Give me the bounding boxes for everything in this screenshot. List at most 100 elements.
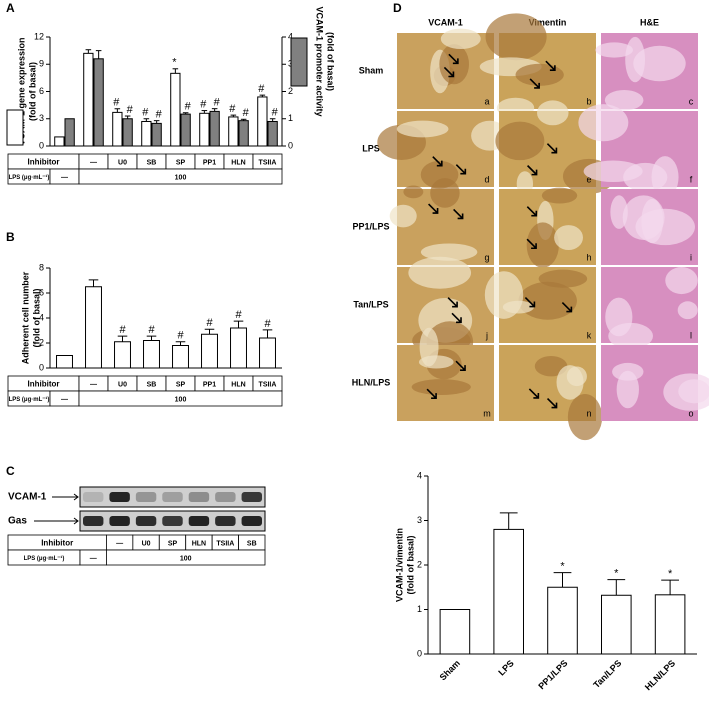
error-bar [172, 68, 179, 74]
arrow [443, 66, 455, 78]
tissue [389, 204, 417, 228]
tissue [677, 301, 698, 320]
y-tick-label: 8 [39, 262, 44, 272]
significance-marker: # [214, 97, 221, 109]
table-cell-text: TSIIA [259, 381, 277, 388]
panel-letter: i [690, 252, 692, 262]
legend-swatch [290, 37, 308, 87]
bar [170, 72, 181, 147]
table-header: LPS (μg·mL⁻¹) [9, 396, 50, 403]
error-bar [607, 579, 626, 596]
x-tick-label: Tan/LPS [591, 658, 623, 690]
bar [141, 120, 152, 147]
significance-marker: # [113, 97, 120, 109]
table-cell-text: TSIIA [216, 540, 234, 547]
bar [143, 340, 160, 369]
x-tick-label: Sham [438, 658, 462, 682]
y-tick-label: 4 [39, 312, 44, 322]
blot-band [188, 492, 210, 502]
error-bar [114, 108, 121, 113]
blot-band [215, 492, 236, 502]
table-cell-text: 100 [175, 396, 187, 403]
significance-marker: # [156, 109, 163, 121]
bar [180, 113, 191, 147]
significance-marker: # [119, 324, 126, 336]
bar [439, 609, 471, 655]
column-header: H&E [640, 17, 659, 27]
arrow [527, 165, 538, 176]
y-tick-label: 3 [417, 515, 422, 525]
panel-label: A [6, 1, 15, 15]
bar [93, 58, 104, 147]
significance-marker: # [177, 330, 184, 342]
bar [654, 594, 686, 655]
tissue [566, 366, 587, 387]
arrow [545, 60, 556, 72]
table-cell [106, 549, 266, 566]
panel-letter: h [586, 252, 591, 262]
tissue [604, 89, 644, 111]
tissue [633, 45, 686, 82]
tissue [651, 156, 679, 199]
table-header: LPS (μg·mL⁻¹) [24, 555, 65, 562]
tissue [541, 187, 578, 204]
error-bar [153, 120, 160, 124]
tissue [538, 269, 588, 288]
table-cell-text: U0 [118, 159, 127, 166]
bar [493, 528, 524, 655]
tissue [485, 13, 547, 61]
row-label: PP1/LPS [352, 221, 389, 231]
blot-label: VCAM-1 [8, 492, 47, 503]
bar [112, 111, 123, 147]
bar [199, 112, 210, 147]
tissue [495, 121, 545, 161]
error-bar [88, 279, 99, 287]
tissue [665, 267, 698, 295]
arrow [561, 302, 573, 313]
significance-marker: * [668, 568, 673, 580]
significance-marker: # [200, 98, 207, 110]
x-tick-label: PP1/LPS [536, 658, 569, 691]
arrow [546, 143, 558, 154]
significance-marker: # [127, 104, 134, 116]
table-cell-text: SP [168, 540, 178, 547]
bar [122, 118, 133, 147]
table-cell-text: — [90, 555, 97, 562]
table-cell-text: U0 [118, 381, 127, 388]
error-bar [230, 114, 237, 117]
error-bar [182, 112, 189, 115]
blot-arrow [52, 493, 79, 501]
bar [64, 118, 75, 147]
tissue [608, 322, 654, 350]
tissue [616, 370, 639, 409]
table-cell-text: — [90, 381, 97, 388]
y-tick-label: 9 [39, 59, 44, 69]
significance-marker: * [172, 57, 177, 69]
error-bar [204, 328, 215, 335]
arrow [455, 360, 466, 371]
y-tick-label: 2 [39, 337, 44, 347]
arrow [451, 312, 462, 324]
table-header: LPS (μg·mL⁻¹) [9, 174, 50, 181]
table-cell-text: HLN [231, 159, 245, 166]
table-cell-text: SB [147, 159, 157, 166]
y-tick-label: 0 [39, 362, 44, 372]
arrow [528, 388, 540, 399]
bar [601, 594, 632, 655]
bar [228, 116, 239, 147]
x-tick-label: LPS [496, 658, 515, 677]
table-cell [78, 390, 283, 407]
tissue [420, 243, 478, 261]
tissue [440, 28, 481, 50]
table-cell-text: — [61, 396, 68, 403]
panel-letter: l [690, 330, 692, 340]
table-header: Inhibitor [28, 380, 60, 389]
significance-marker: * [614, 568, 619, 580]
y2-axis-label: (fold of basal) [326, 32, 336, 91]
arrow [455, 164, 467, 175]
legend-swatch [6, 109, 24, 146]
table-cell-text: HLN [192, 540, 206, 547]
row-label: HLN/LPS [352, 377, 391, 387]
blot-band [135, 492, 157, 502]
